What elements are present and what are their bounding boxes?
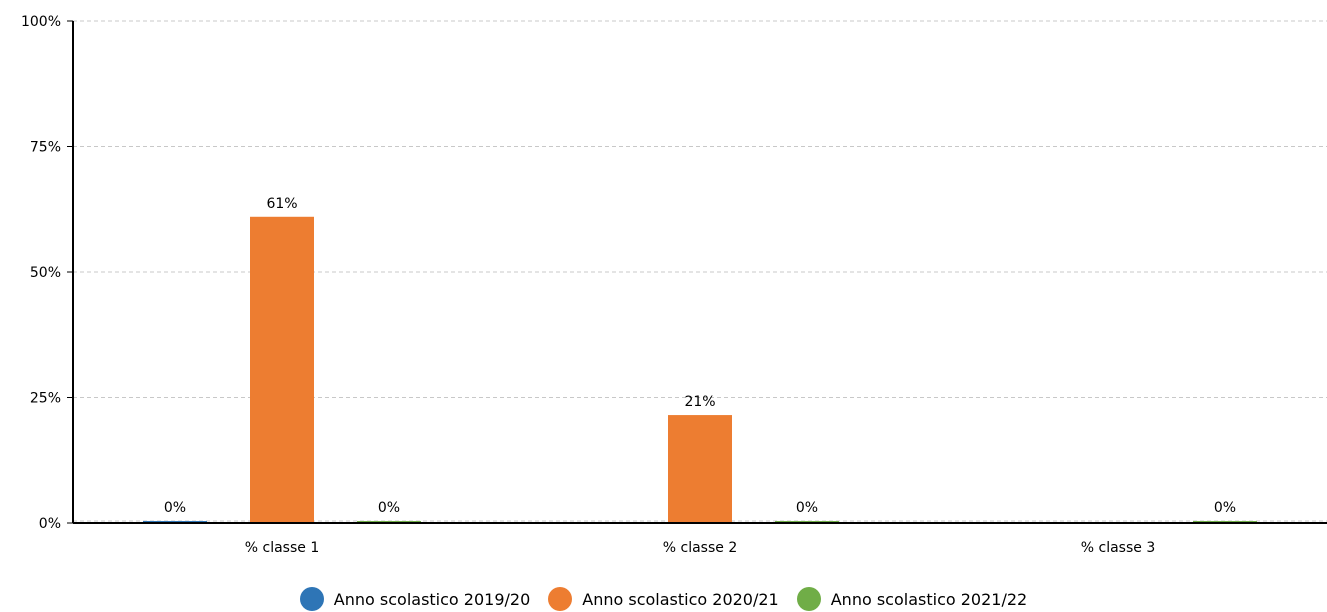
legend: Anno scolastico 2019/20 Anno scolastico … xyxy=(0,586,1327,612)
data-label: 21% xyxy=(684,394,715,410)
y-axis-ticks: 0% 25% 50% 75% 100% xyxy=(21,14,73,532)
data-label: 0% xyxy=(378,500,400,516)
bar[interactable] xyxy=(250,216,314,523)
y-tick-label: 75% xyxy=(30,140,61,156)
y-tick-label: 25% xyxy=(30,391,61,407)
x-tick-label: % classe 1 xyxy=(245,540,319,556)
legend-label-2019-20: Anno scolastico 2019/20 xyxy=(333,589,531,609)
legend-label-2021-22: Anno scolastico 2021/22 xyxy=(830,589,1028,609)
bar[interactable] xyxy=(668,415,732,523)
data-label: 61% xyxy=(266,196,297,212)
y-tick-label: 50% xyxy=(30,265,61,281)
x-axis-ticks: % classe 1 % classe 2 % classe 3 xyxy=(245,540,1155,556)
legend-swatch-2019-20 xyxy=(299,587,324,611)
data-label: 0% xyxy=(1214,500,1236,516)
y-tick-label: 0% xyxy=(39,516,61,532)
legend-swatch-2020-21 xyxy=(548,587,573,611)
bars xyxy=(143,216,1257,523)
bar-chart: 0% 25% 50% 75% 100% 0% 61% 0% 21% 0% 0% % classe … xyxy=(21,14,1327,556)
y-tick-label: 100% xyxy=(21,14,61,30)
legend-item-2021-22[interactable]: Anno scolastico 2021/22 xyxy=(796,587,1028,611)
data-label: 0% xyxy=(796,500,818,516)
data-label: 0% xyxy=(164,500,186,516)
x-tick-label: % classe 3 xyxy=(1081,540,1155,556)
legend-item-2019-20[interactable]: Anno scolastico 2019/20 xyxy=(299,587,531,611)
legend-swatch-2021-22 xyxy=(796,587,821,611)
legend-label-2020-21: Anno scolastico 2020/21 xyxy=(582,589,779,609)
legend-item-2020-21[interactable]: Anno scolastico 2020/21 xyxy=(548,587,779,611)
data-labels: 0% 61% 0% 21% 0% 0% xyxy=(164,196,1236,516)
x-tick-label: % classe 2 xyxy=(663,540,737,556)
